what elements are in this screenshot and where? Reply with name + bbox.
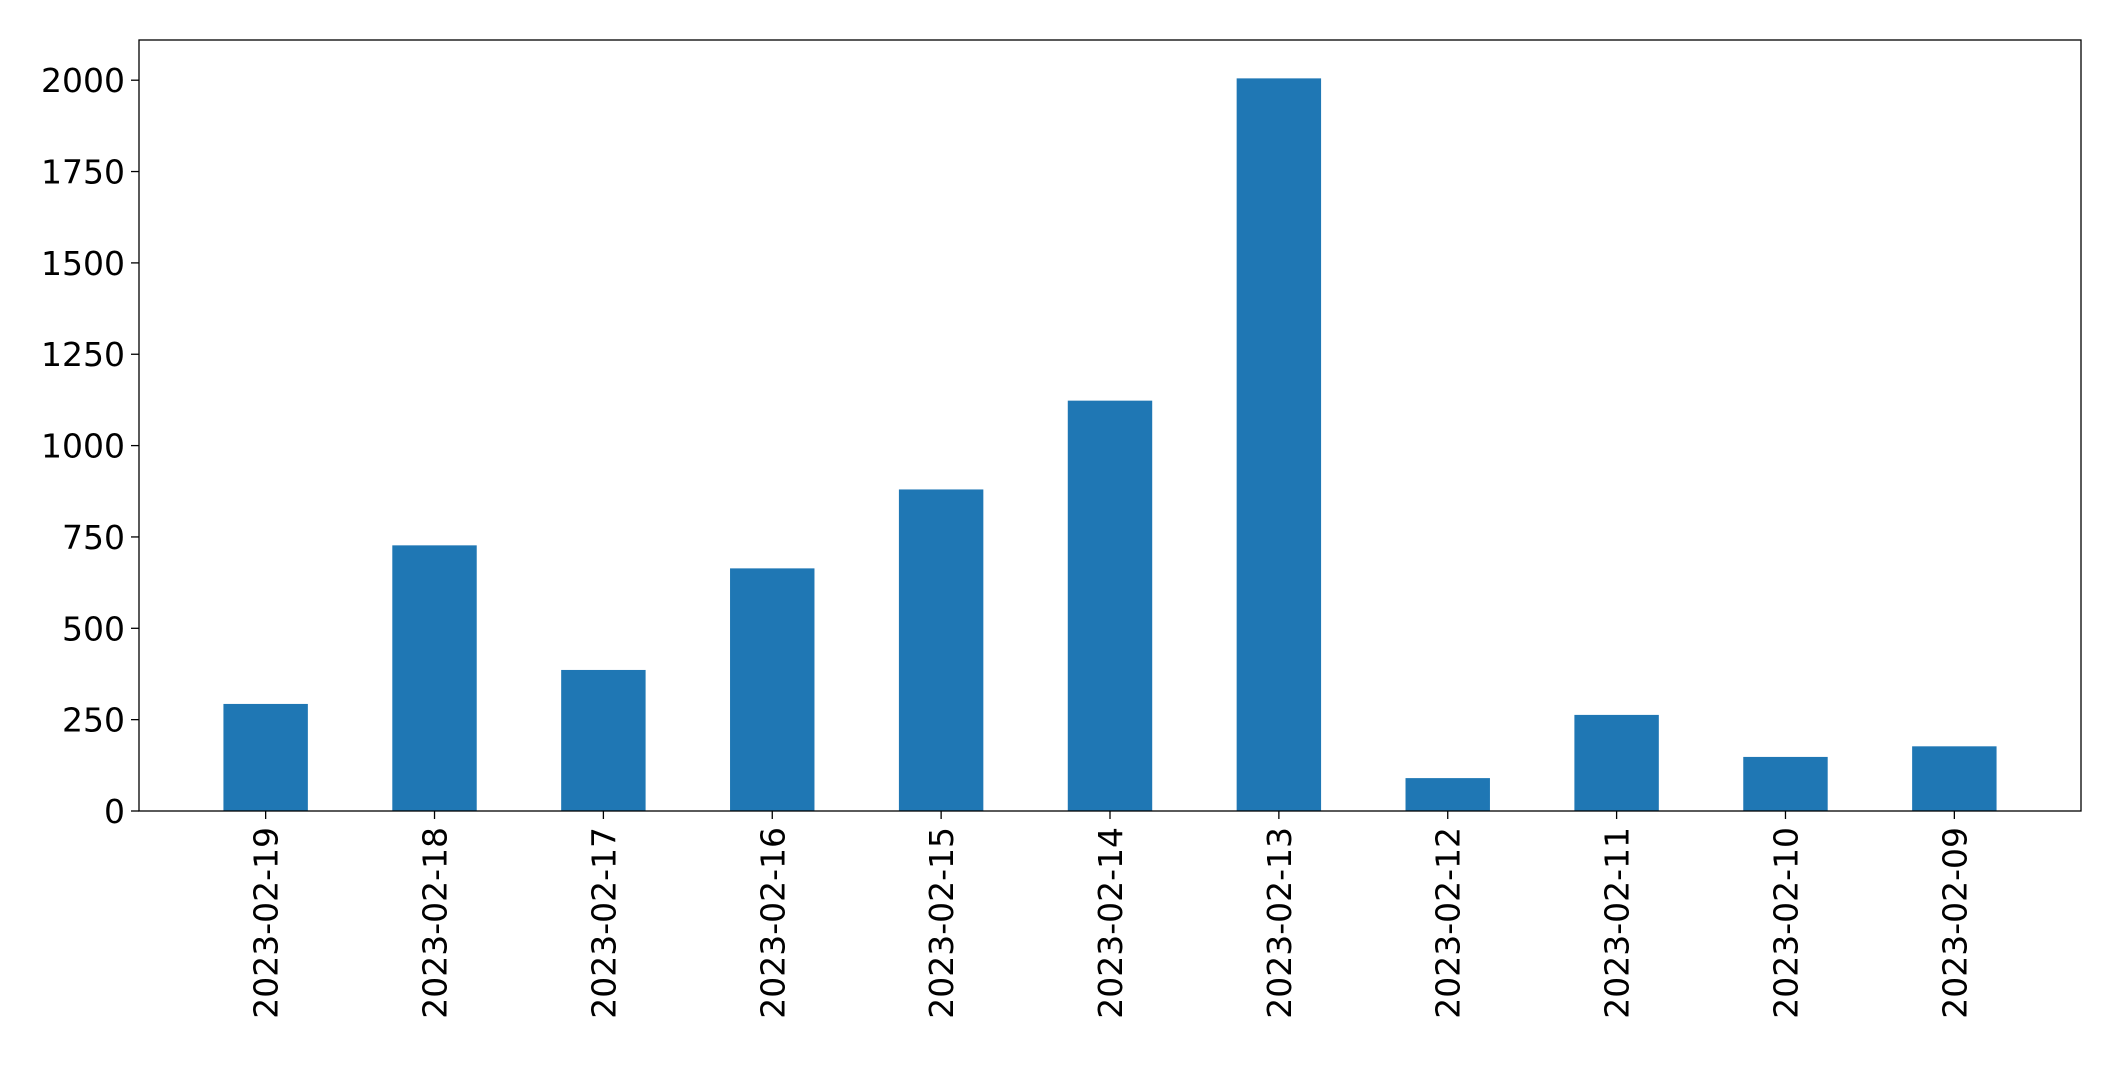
plot-frame [138,39,2082,812]
x-tick-label: 2023-02-16 [753,827,792,1019]
bar-2023-02-15 [898,489,984,811]
x-tick-label: 2023-02-12 [1429,827,1468,1019]
bar-2023-02-19 [223,703,308,811]
y-tick-label: 500 [62,609,125,648]
bars-group [223,78,1997,812]
x-axis: 2023-02-19 2023-02-18 2023-02-17 2023-02-16… [247,811,1974,1019]
y-tick-label: 1750 [41,153,125,192]
x-tick-label: 2023-02-09 [1935,827,1974,1019]
y-tick-label: 250 [62,701,125,740]
y-tick-label: 2000 [41,61,125,100]
x-tick-label: 2023-02-17 [584,827,623,1019]
bar-2023-02-13 [1236,78,1322,812]
y-tick-label: 1500 [41,244,125,283]
bar-2023-02-16 [730,568,815,811]
x-tick-label: 2023-02-15 [922,827,961,1019]
bar-2023-02-12 [1405,778,1490,811]
x-tick-label: 2023-02-10 [1766,827,1805,1019]
y-tick-label: 1250 [41,335,125,374]
x-tick-label: 2023-02-13 [1260,827,1299,1019]
y-tick-label: 0 [104,792,125,831]
bar-2023-02-09 [1912,746,1997,811]
bar-2023-02-11 [1574,714,1659,811]
x-tick-label: 2023-02-19 [247,827,286,1019]
bar-2023-02-10 [1743,756,1828,811]
bar-2023-02-14 [1067,400,1153,811]
y-tick-label: 750 [62,518,125,557]
bar-2023-02-18 [392,545,477,811]
x-tick-label: 2023-02-11 [1598,827,1637,1019]
x-tick-label: 2023-02-18 [416,827,455,1019]
y-axis: 0 250 500 750 1000 1250 1500 1750 2000 [41,61,139,831]
y-tick-label: 1000 [41,427,125,466]
x-tick-label: 2023-02-14 [1091,827,1130,1019]
bar-2023-02-17 [561,669,646,811]
